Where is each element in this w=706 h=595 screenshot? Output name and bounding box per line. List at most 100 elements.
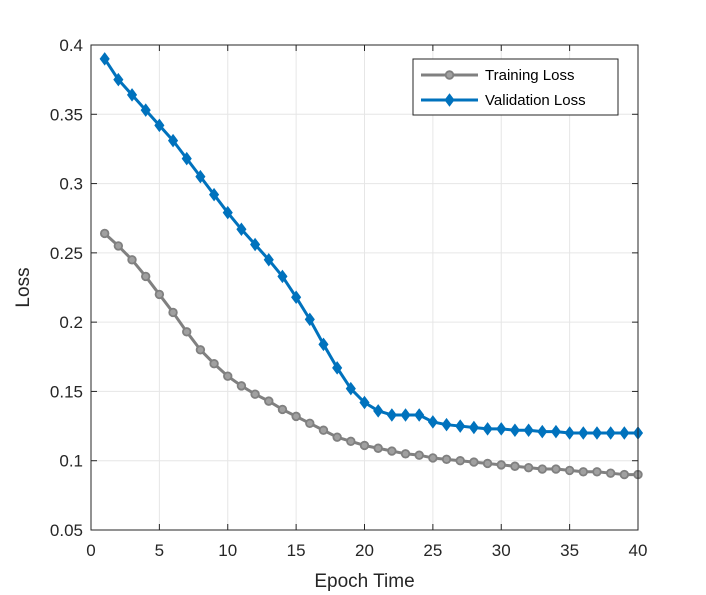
y-tick-label: 0.25	[50, 244, 83, 263]
data-point	[250, 389, 260, 399]
data-point	[605, 426, 616, 440]
data-point	[318, 337, 329, 352]
data-point	[550, 424, 562, 439]
legend-entry: Training Loss	[421, 67, 575, 84]
data-point	[605, 468, 616, 478]
data-point	[482, 422, 493, 436]
series-validation-loss	[99, 52, 644, 440]
data-point	[496, 460, 506, 470]
legend-entry: Validation Loss	[421, 92, 586, 109]
data-point	[523, 423, 534, 437]
data-point	[496, 422, 507, 436]
y-tick-label: 0.3	[59, 175, 83, 194]
data-point	[414, 450, 424, 460]
data-point	[209, 359, 219, 369]
data-point	[591, 426, 603, 440]
data-point	[428, 453, 438, 463]
series-line	[103, 232, 638, 477]
data-point	[195, 169, 206, 184]
x-tick-label: 40	[629, 541, 648, 560]
x-tick-label: 35	[560, 541, 579, 560]
grid	[90, 44, 639, 531]
legend-marker	[444, 93, 455, 107]
data-point	[154, 289, 165, 300]
data-point	[427, 415, 438, 429]
x-tick-label: 15	[287, 541, 306, 560]
data-point	[209, 187, 220, 202]
y-tick-label: 0.05	[50, 521, 83, 540]
data-point	[509, 423, 520, 437]
data-point	[223, 371, 233, 381]
y-tick-label: 0.35	[50, 105, 83, 124]
data-point	[236, 222, 247, 237]
data-point	[455, 419, 466, 433]
data-point	[113, 241, 124, 251]
series-line	[103, 58, 638, 435]
data-point	[304, 312, 315, 327]
data-point	[126, 88, 138, 102]
data-point	[140, 103, 151, 117]
data-point	[387, 446, 397, 456]
y-tick-label: 0.1	[59, 452, 83, 471]
data-point	[127, 255, 137, 265]
data-point	[578, 426, 589, 440]
x-tick-label: 10	[218, 541, 237, 560]
data-point	[537, 464, 547, 474]
data-point	[592, 467, 602, 477]
data-point	[181, 151, 192, 166]
data-point	[318, 425, 329, 435]
data-point	[167, 133, 179, 148]
data-point	[373, 404, 384, 418]
data-point	[482, 458, 493, 469]
data-point	[619, 469, 630, 480]
data-point	[99, 52, 110, 66]
data-point	[619, 426, 630, 440]
y-tick-label: 0.15	[50, 382, 83, 401]
data-point	[400, 449, 411, 459]
x-tick-label: 5	[155, 541, 164, 560]
data-point	[332, 361, 343, 375]
data-point	[277, 404, 288, 415]
data-point	[455, 456, 465, 466]
data-point	[182, 327, 192, 337]
data-point	[400, 408, 411, 422]
data-point	[578, 467, 588, 477]
series-layer	[99, 52, 644, 480]
y-axis-label: Loss	[13, 267, 34, 307]
data-point	[346, 436, 356, 447]
data-point	[222, 205, 233, 220]
data-point	[250, 237, 261, 252]
data-point	[359, 440, 370, 451]
data-point	[291, 411, 301, 422]
data-point	[332, 432, 342, 442]
legend-label: Training Loss	[485, 67, 575, 84]
data-point	[373, 443, 383, 453]
legend-box	[412, 58, 619, 116]
data-point	[468, 420, 479, 435]
data-point	[551, 464, 561, 474]
data-point	[564, 426, 575, 440]
data-point	[305, 418, 315, 428]
legend-label: Validation Loss	[485, 92, 586, 109]
data-point	[263, 253, 274, 267]
data-point	[414, 408, 425, 422]
x-axis-label: Epoch Time	[314, 571, 414, 592]
data-point	[264, 396, 274, 406]
data-point	[277, 269, 288, 284]
y-tick-label: 0.2	[59, 313, 83, 332]
data-point	[113, 72, 124, 87]
legend: Training Loss Validation Loss	[412, 58, 619, 116]
data-point	[168, 307, 178, 318]
data-point	[195, 345, 206, 355]
data-point	[140, 271, 151, 282]
data-point	[359, 395, 370, 410]
y-tick-label: 0.4	[59, 36, 83, 55]
data-point	[154, 118, 165, 133]
data-point	[345, 381, 356, 396]
ticks: 0 5 10 15 20 25 30 35 40 0.05 0.1 0.15 0.2 0.25 0.3 0.3…	[50, 36, 648, 560]
data-point	[386, 408, 397, 422]
x-tick-label: 30	[492, 541, 511, 560]
legend-marker	[444, 70, 455, 80]
